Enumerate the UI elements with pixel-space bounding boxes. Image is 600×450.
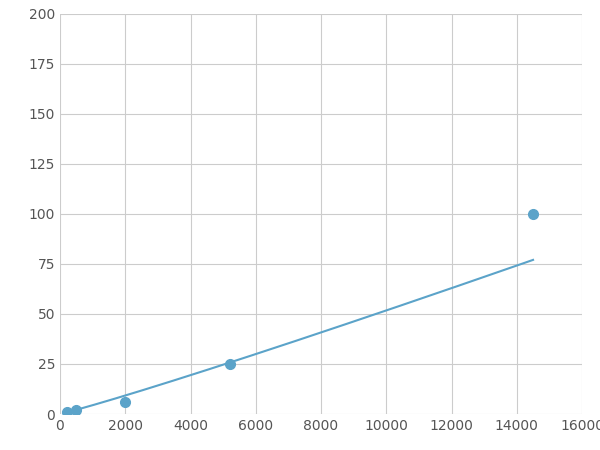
Point xyxy=(121,398,130,405)
Point xyxy=(528,210,538,217)
Point xyxy=(62,409,71,416)
Point xyxy=(225,360,235,368)
Point xyxy=(71,406,81,414)
